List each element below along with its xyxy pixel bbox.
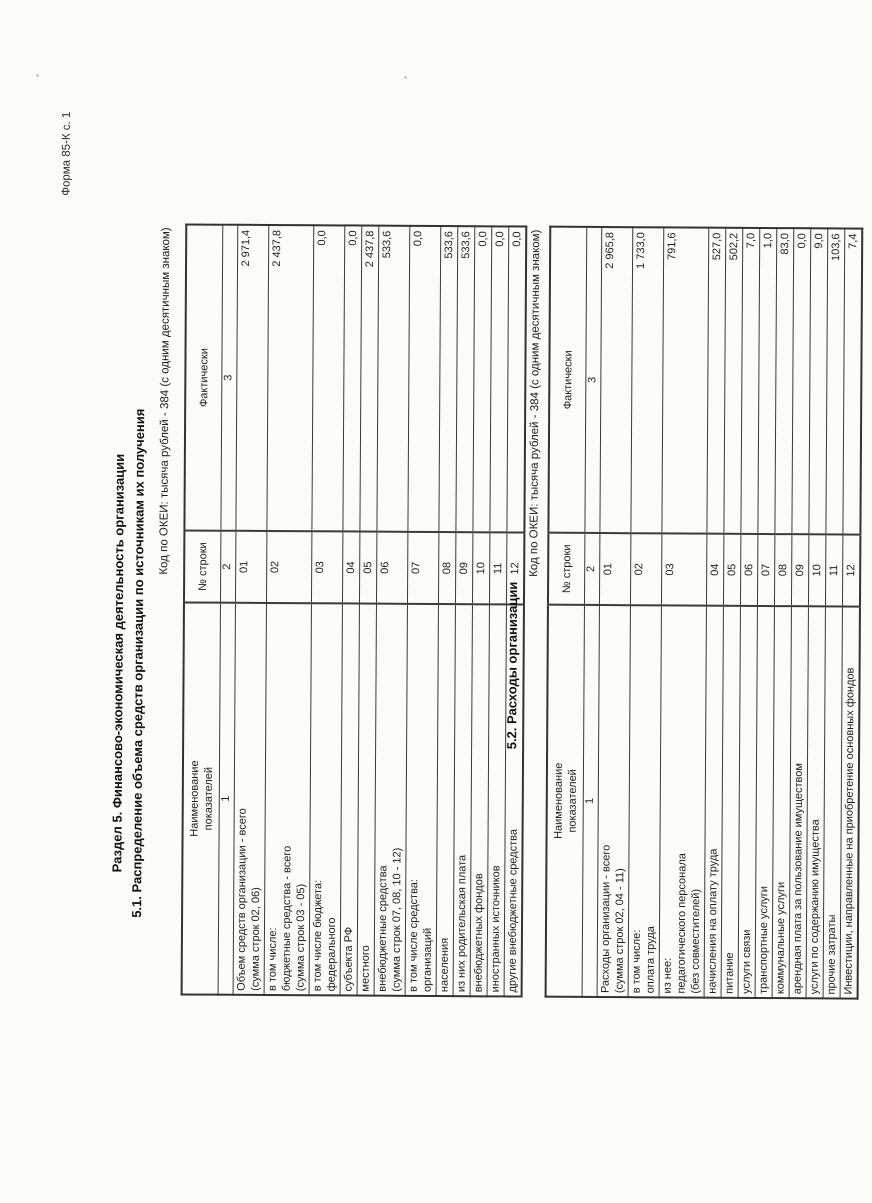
col-header-name: Наименование показателей: [545, 604, 585, 997]
row-code: 03: [311, 531, 343, 604]
row-value: 2 437,8: [359, 225, 379, 532]
row-value: 527,0: [706, 227, 726, 534]
table-row: из нее: педагогического персонала (без с…: [659, 227, 709, 998]
row-value: 83,0: [774, 228, 794, 535]
okei-note-5-1: Код по ОКЕИ: тысяча рублей - 384 (с одни…: [158, 227, 173, 575]
table-5-1: Наименование показателей № строки Фактич…: [180, 223, 528, 998]
row-value: 0,0: [311, 225, 345, 532]
row-value: 103,6: [825, 228, 845, 535]
table-row: Расходы организации - всего (сумма строк…: [597, 227, 633, 998]
row-code: 12: [842, 534, 861, 607]
table-5-1-title: 5.1. Распределение объема средств органи…: [129, 408, 148, 918]
row-value: 1 733,0: [630, 227, 664, 534]
row-value: 0,0: [407, 225, 441, 533]
col-header-line-no: № строки: [547, 532, 585, 605]
col-header-fact: Фактически: [184, 224, 223, 531]
row-code: 06: [376, 531, 408, 604]
row-value: 0,0: [342, 225, 362, 532]
row-code: 04: [342, 531, 360, 604]
row-value: 533,6: [438, 226, 458, 533]
header-row: Наименование показателей № строки Фактич…: [545, 226, 587, 997]
row-label: в том числе: оплата труда: [628, 605, 662, 998]
table-row: в том числе: бюджетные средства - всего …: [264, 224, 314, 996]
scan-speckle: [36, 74, 39, 77]
table-row: Объем средств организации - всего (сумма…: [233, 224, 269, 995]
row-value: 0,0: [791, 228, 811, 535]
table-row: в том числе бюджета: федерального 03 0,0: [309, 225, 345, 996]
row-code: 03: [661, 533, 707, 606]
row-value: 1,0: [757, 227, 777, 535]
col-index-2: 2: [220, 530, 236, 603]
row-code: 10: [808, 534, 826, 607]
row-label: внебюджетные средства (сумма строк 07, 0…: [374, 603, 408, 996]
section-title: Раздел 5. Финансово-экономическая деятел…: [109, 453, 127, 873]
row-value: 9,0: [808, 228, 828, 535]
row-value: 2 971,4: [235, 224, 269, 531]
row-code: 02: [630, 533, 662, 606]
scan-speckle: [404, 76, 407, 79]
row-value: 0,0: [472, 226, 492, 533]
row-code: 10: [472, 532, 490, 605]
table-row: в том числе средства: организаций 07 0,0: [405, 225, 441, 997]
row-label: в том числе бюджета: федерального: [309, 603, 343, 996]
row-code: 07: [407, 531, 439, 605]
row-value: 2 965,8: [599, 227, 633, 534]
row-code: 05: [359, 531, 377, 604]
row-value: 502,2: [723, 227, 743, 534]
row-code: 05: [723, 533, 741, 606]
row-value: 533,6: [455, 226, 475, 533]
row-code: 08: [774, 534, 792, 607]
form-code-label: Форма 85-К с. 1: [60, 111, 73, 196]
row-label: Объем средств организации - всего (сумма…: [233, 602, 267, 995]
row-value: 2 437,8: [266, 224, 314, 532]
col-header-line-no: № строки: [183, 530, 221, 603]
row-code: 02: [266, 530, 312, 604]
row-label: в том числе: бюджетные средства - всего …: [264, 602, 312, 996]
row-label: в том числе средства: организаций: [405, 603, 439, 997]
row-value: 791,6: [661, 227, 709, 534]
header-row: Наименование показателей № строки Фактич…: [181, 224, 223, 995]
row-value: 7,0: [740, 227, 760, 534]
row-code: 09: [455, 532, 473, 605]
row-code: 04: [706, 533, 724, 606]
okei-note-5-2: Код по ОКЕИ: тысяча рублей - 384 (с одни…: [528, 229, 543, 577]
row-label: из нее: педагогического персонала (без с…: [659, 605, 707, 998]
row-code: 07: [757, 533, 775, 607]
col-index-2: 2: [584, 532, 600, 605]
col-header-fact: Фактически: [548, 226, 587, 533]
table-row: в том числе: оплата труда 02 1 733,0: [628, 227, 664, 998]
table-row: внебюджетные средства (сумма строк 07, 0…: [374, 225, 410, 996]
row-code: 01: [599, 533, 631, 606]
col-header-name: Наименование показателей: [181, 602, 221, 995]
row-label: Расходы организации - всего (сумма строк…: [597, 604, 631, 998]
row-value: 533,6: [376, 225, 410, 532]
row-code: 06: [740, 533, 758, 606]
table-5-2: Наименование показателей № строки Фактич…: [544, 225, 864, 1000]
row-value: 7,4: [842, 228, 863, 535]
row-code: 01: [235, 530, 267, 603]
row-code: 11: [825, 534, 843, 607]
table-row: Инвестиции, направленные на приобретение…: [840, 228, 863, 999]
row-code: 08: [438, 532, 456, 605]
row-code: 09: [791, 534, 809, 607]
row-label: Инвестиции, направленные на приобретение…: [840, 606, 860, 999]
